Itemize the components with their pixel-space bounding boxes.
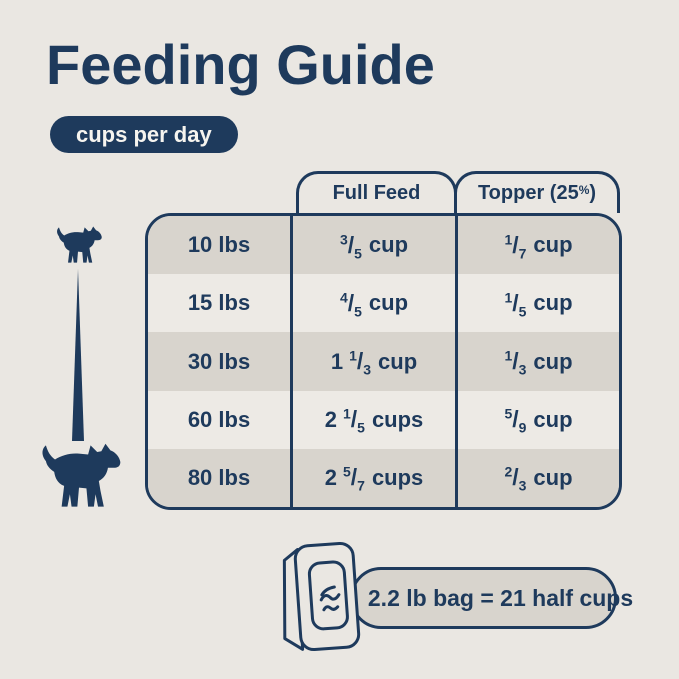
column-header-topper: Topper (25%)	[454, 171, 620, 213]
topper-cell: 5/9 cup	[455, 390, 619, 449]
badge-label: cups per day	[76, 121, 212, 147]
feeding-table: 10 lbs 3/5 cup 1/7 cup 15 lbs 4/5 cup 1/5 cu…	[145, 213, 622, 510]
bag-note-pill: 2.2 lb bag = 21 half cups	[350, 567, 633, 629]
table-row: 30 lbs 1 1/3 cup 1/3 cup	[148, 332, 619, 391]
weight-cell: 60 lbs	[187, 406, 251, 432]
weight-cell: 80 lbs	[187, 464, 251, 490]
full-feed-header-label: Full Feed	[332, 182, 421, 204]
topper-cell: 1/5 cup	[455, 274, 619, 333]
small-dog-icon	[57, 226, 102, 263]
weight-cell: 30 lbs	[187, 348, 251, 374]
page-title: Feeding Guide	[46, 33, 435, 96]
topper-header-label: Topper (25%)	[477, 182, 597, 204]
food-bag-icon	[282, 541, 361, 652]
full-feed-cell: 3/5 cup	[290, 216, 455, 275]
topper-cell: 1/3 cup	[455, 332, 619, 391]
topper-cell: 1/7 cup	[455, 216, 619, 275]
size-taper-icon	[72, 269, 84, 441]
large-dog-icon	[42, 443, 121, 507]
weight-cell: 15 lbs	[187, 290, 251, 316]
bag-note-label: 2.2 lb bag = 21 half cups	[367, 584, 634, 611]
full-feed-cell: 1 1/3 cup	[290, 332, 455, 391]
topper-cell: 2/3 cup	[455, 448, 619, 507]
full-feed-cell: 4/5 cup	[290, 274, 455, 333]
cups-per-day-badge: cups per day	[50, 116, 238, 153]
full-feed-cell: 2 1/5 cups	[290, 390, 455, 449]
table-row: 10 lbs 3/5 cup 1/7 cup	[148, 216, 619, 275]
table-row: 80 lbs 2 5/7 cups 2/3 cup	[148, 448, 619, 507]
table-row: 15 lbs 4/5 cup 1/5 cup	[148, 274, 619, 333]
full-feed-cell: 2 5/7 cups	[290, 448, 455, 507]
weight-cell: 10 lbs	[187, 232, 251, 258]
table-row: 60 lbs 2 1/5 cups 5/9 cup	[148, 390, 619, 449]
column-header-full-feed: Full Feed	[296, 171, 457, 213]
